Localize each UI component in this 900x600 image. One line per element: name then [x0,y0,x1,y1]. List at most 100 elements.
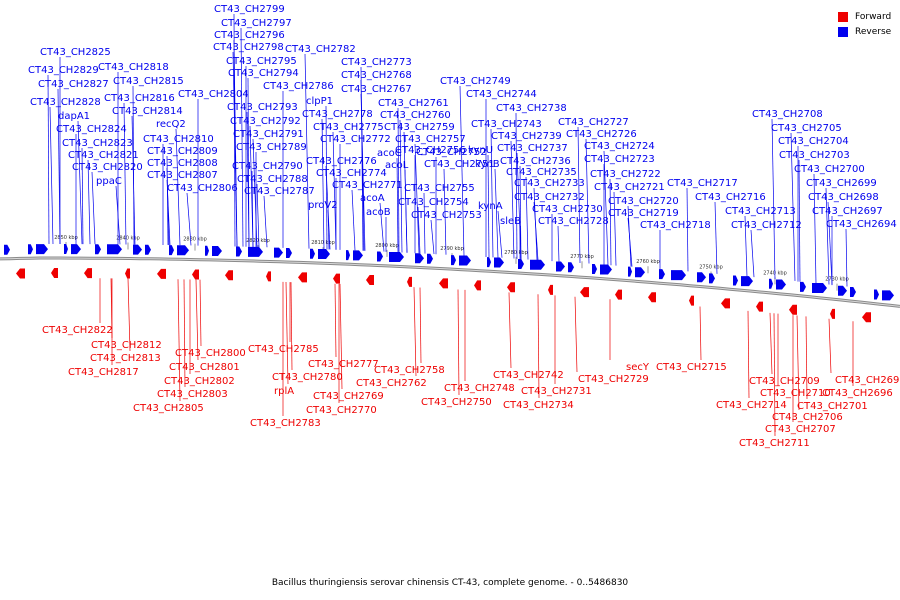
top-label-leader [327,209,330,250]
bottom-label-leader [699,306,702,361]
top-gene-label: acoL [385,160,409,171]
top-gene-label: CT43_CH2730 [532,204,603,215]
reverse-gene-arrow [494,257,504,268]
reverse-gene-arrow [530,259,545,270]
top-gene-label: CT43_CH2829 [28,65,99,76]
top-gene-label: CT43_CH2792 [230,116,301,127]
reverse-gene-arrow [776,279,786,290]
top-gene-label: CT43_CH2789 [236,142,307,153]
forward-gene-arrow [580,287,589,298]
top-label-leader [325,165,331,250]
top-label-leader [686,187,689,272]
top-gene-label: CT43_CH2808 [147,158,218,169]
top-label-leader [403,131,408,253]
bottom-label-leader [457,289,460,396]
top-label-leader [47,74,50,245]
genome-backbone [0,256,900,308]
reverse-gene-arrow [353,250,363,261]
top-gene-label: CT43_CH2760 [380,110,451,121]
bottom-label-leader [195,279,199,361]
top-gene-label: CT43_CH2756 [395,145,466,156]
top-gene-label: CT43_CH2807 [147,170,218,181]
strand-legend: Forward Reverse [838,9,891,39]
reverse-gene-arrow [812,283,827,294]
forward-gene-arrow [266,271,271,282]
top-gene-label: CT43_CH2752 [416,147,487,158]
ruler-tick-label: 2780 kbp [504,250,528,256]
forward-gene-arrow [439,278,448,289]
top-label-leader [825,187,830,285]
bottom-gene-label: CT43_CH2748 [444,383,515,394]
reverse-gene-arrow [236,246,242,257]
top-label-leader [585,138,590,264]
legend-reverse-label: Reverse [855,26,892,37]
bottom-label-leader [773,313,776,437]
reverse-gene-arrow [628,266,632,277]
top-label-leader [232,51,238,247]
top-gene-label: CT43_CH2727 [558,117,629,128]
forward-gene-arrow [721,298,730,309]
top-label-leader [240,27,244,247]
top-label-leader [750,229,755,278]
bottom-gene-label: CT43_CH2803 [157,389,228,400]
bottom-label-leader [574,296,578,373]
bottom-label-leader [805,316,808,400]
bottom-gene-label: CT43_CH2822 [42,325,113,336]
forward-gene-arrow [298,272,307,283]
ruler-tick-label: 2840 kbp [116,236,140,242]
forward-swatch [838,11,848,22]
bottom-label-leader [285,281,289,385]
bottom-label-leader [828,318,832,374]
top-gene-label: CT43_CH2815 [113,76,184,87]
reverse-gene-arrow [568,262,574,273]
top-label-leader [123,102,127,245]
bottom-gene-label: CT43_CH2731 [521,386,592,397]
ruler-tick-label: 2810 kbp [311,240,335,246]
top-gene-label: CT43_CH2757 [395,134,466,145]
reverse-gene-arrow [556,261,565,272]
reverse-gene-arrow [274,247,283,258]
bottom-gene-label: CT43_CH2769 [313,391,384,402]
top-gene-label: CT43_CH2749 [440,76,511,87]
reverse-gene-arrow [518,258,524,269]
top-label-leader [487,154,490,258]
top-gene-label: CT43_CH2768 [341,70,412,81]
top-label-leader [417,206,421,254]
bottom-gene-label: CT43_CH2783 [250,418,321,429]
top-label-leader [845,228,848,287]
top-label-leader [414,143,420,254]
top-gene-label: CT43_CH2823 [62,138,133,149]
top-gene-label: CT43_CH2790 [232,161,303,172]
top-gene-label: CT43_CH2700 [794,164,865,175]
bottom-gene-label: CT43_CH2758 [374,365,445,376]
top-label-leader [533,201,539,261]
top-gene-label: CT43_CH2787 [244,186,315,197]
forward-gene-arrow [648,292,656,303]
top-label-leader [175,128,181,246]
top-gene-label: CT43_CH2795 [226,56,297,67]
bottom-gene-label: CT43_CH2701 [797,401,868,412]
forward-gene-arrow [830,308,835,319]
reverse-swatch [838,26,848,37]
bottom-gene-label: CT43_CH2805 [133,403,204,414]
top-gene-label: CT43_CH2705 [771,123,842,134]
reverse-gene-arrow [95,244,101,255]
top-gene-label: CT43_CH2820 [72,162,143,173]
top-gene-label: CT43_CH2694 [826,219,897,230]
ruler-tick-label: 2850 kbp [54,235,78,241]
top-gene-label: kynA [478,201,503,212]
forward-gene-arrow [789,304,797,315]
top-label-leader [396,157,399,253]
bottom-gene-label: CT43_CH2706 [772,412,843,423]
top-label-leader [57,88,61,245]
ruler-tick-label: 2790 kbp [440,246,464,252]
top-gene-label: CT43_CH2804 [178,89,249,100]
top-gene-label: CT43_CH2776 [306,156,377,167]
reverse-gene-arrow [4,244,10,255]
top-gene-label: CT43_CH2723 [584,154,655,165]
bottom-label-leader [290,282,293,371]
top-label-leader [813,173,817,284]
bottom-gene-label: CT43_CH2770 [306,405,377,416]
top-label-leader [256,183,260,248]
top-gene-label: CT43_CH2778 [302,109,373,120]
